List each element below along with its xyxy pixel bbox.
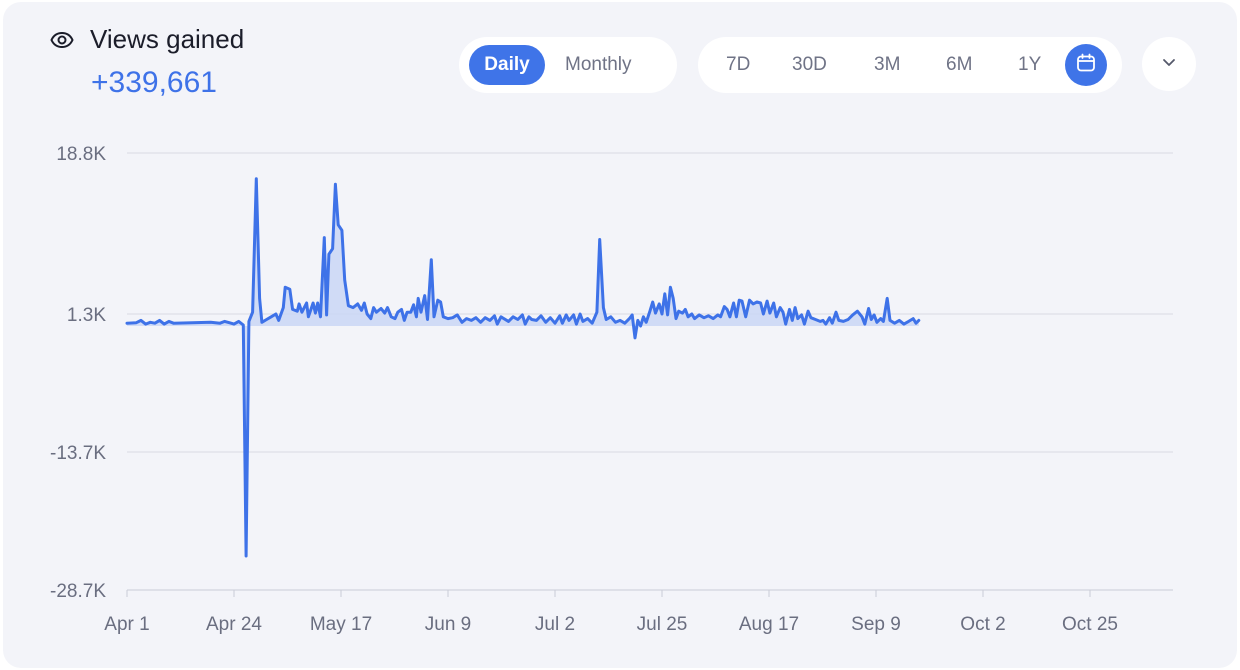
calendar-button[interactable] [1065,44,1107,86]
y-tick-label: 1.3K [67,305,106,326]
range-1y-button[interactable]: 1Y [1018,54,1042,75]
y-axis-labels: 18.8K 1.3K -13.7K -28.7K [50,144,106,602]
x-tick-label: Jul 25 [637,614,688,635]
eye-icon [50,27,76,53]
x-tick-label: Oct 2 [960,614,1005,635]
x-tick-label: Jun 9 [425,614,471,635]
x-tick-label: Jul 2 [535,614,575,635]
x-tick-label: Sep 9 [851,614,901,635]
range-30d-button[interactable]: 30D [792,54,827,75]
chart-card [3,2,1237,668]
series-views [125,177,921,558]
options-dropdown-button[interactable] [1142,37,1196,91]
title-row: Views gained [50,24,244,55]
range-6m-button[interactable]: 6M [946,54,973,75]
daily-button[interactable]: Daily [469,45,545,85]
range-selector: 7D 30D 3M 6M 1Y [698,37,1122,93]
x-tick-label: Aug 17 [739,614,799,635]
series-line [125,177,921,558]
x-tick-label: Apr 24 [206,614,262,635]
x-axis: Apr 1 Apr 24 May 17 Jun 9 Jul 2 Jul 25 Aug 17 S… [104,589,1173,635]
monthly-button[interactable]: Monthly [565,54,632,75]
mode-toggle: Daily Monthly [459,37,677,93]
y-tick-label: -28.7K [50,581,106,602]
calendar-icon [1075,52,1097,79]
y-tick-label: 18.8K [56,144,106,165]
x-tick-label: May 17 [310,614,372,635]
total-value: +339,661 [91,66,217,99]
chevron-down-icon [1160,53,1178,76]
range-7d-button[interactable]: 7D [726,54,751,75]
x-tick-label: Apr 1 [104,614,149,635]
y-tick-label: -13.7K [50,443,106,464]
x-tick-label: Oct 25 [1062,614,1118,635]
range-3m-button[interactable]: 3M [874,54,901,75]
chart-title: Views gained [90,24,245,54]
